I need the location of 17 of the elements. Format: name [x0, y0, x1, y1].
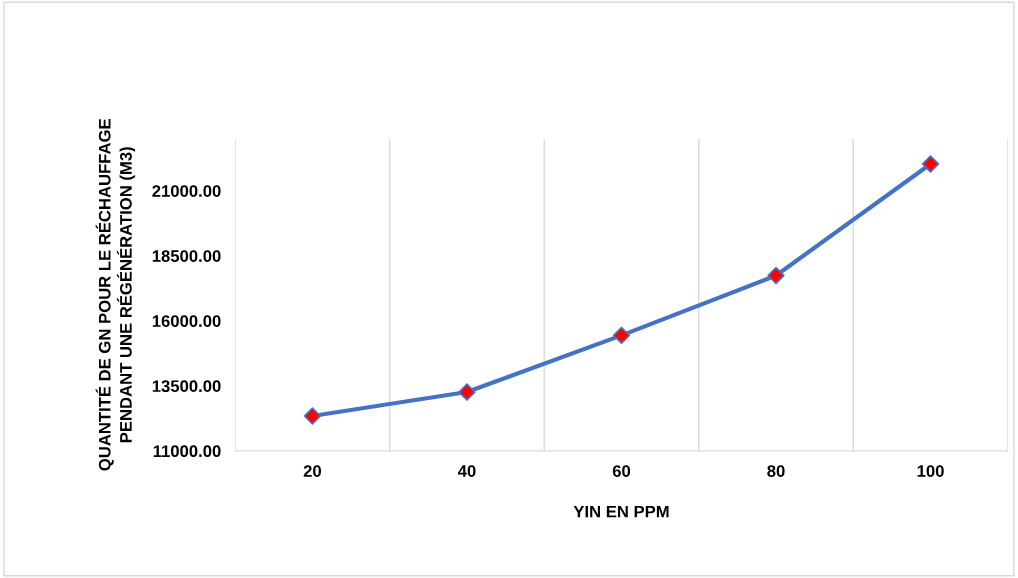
y-axis-title: QUANTITÉ DE GN POUR LE RÉCHAUFFAGE PENDANT UNE RÉGÉNÉRATION (M3) [95, 119, 136, 471]
x-tick-label: 40 [457, 465, 476, 477]
point [612, 326, 631, 345]
x-tick-label: 20 [303, 465, 322, 477]
point [921, 155, 940, 173]
x-tick-label: 60 [612, 465, 631, 477]
y-tick-label: 11000.00 [153, 445, 221, 458]
x-tick-label: 80 [767, 465, 785, 477]
y-tick-label: 16000.00 [152, 315, 221, 327]
y-tick-label: 18500.00 [152, 250, 221, 262]
y-tick-label: 21000.00 [152, 185, 221, 197]
point [303, 407, 322, 425]
x-axis-title: YIN EN PPM [573, 505, 669, 518]
point [458, 383, 476, 401]
point [767, 266, 785, 285]
x-tick-label: 100 [917, 465, 944, 477]
y-tick-label: 13500.00 [152, 380, 221, 393]
